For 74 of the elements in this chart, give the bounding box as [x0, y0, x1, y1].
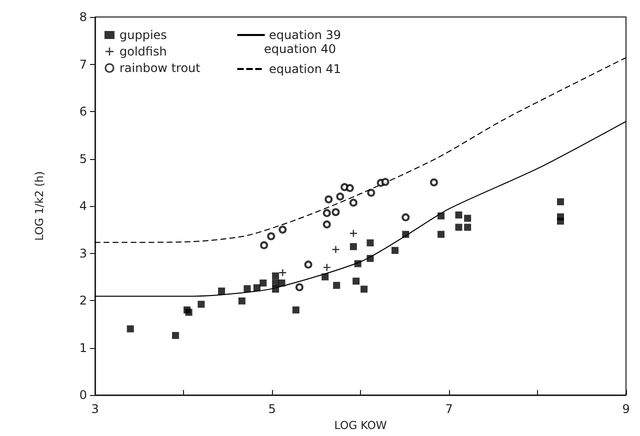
point: [198, 300, 205, 308]
point: [392, 246, 399, 254]
point: [272, 286, 280, 293]
point: [260, 241, 268, 250]
y-tick-label: 5: [79, 152, 87, 166]
x-tick-label: 9: [622, 402, 630, 416]
point: [464, 224, 472, 231]
point: [438, 212, 445, 220]
point: [295, 283, 304, 292]
point: [304, 260, 312, 269]
point: [349, 229, 358, 238]
point: [336, 192, 344, 201]
point: [352, 278, 360, 285]
legend-label: guppies: [120, 28, 167, 42]
point: [354, 260, 362, 268]
point: [464, 214, 472, 222]
point: [267, 232, 276, 240]
point: [244, 285, 251, 292]
point: [402, 213, 410, 222]
point: [253, 284, 260, 292]
point: [557, 198, 564, 206]
legend-label: equation 41: [269, 62, 342, 76]
point: [349, 198, 358, 207]
point: [260, 280, 267, 287]
line-series: [94, 120, 626, 297]
point: [332, 208, 340, 216]
y-tick-label: 6: [79, 104, 87, 118]
point: [346, 184, 354, 192]
y-tick-label: 3: [79, 246, 87, 260]
point: [185, 308, 192, 316]
point: [322, 273, 329, 280]
point: [366, 254, 374, 262]
point: [557, 218, 564, 225]
point: [172, 332, 180, 339]
annotation: equation 40: [264, 42, 336, 56]
point: [322, 263, 331, 272]
x-tick-label: 3: [91, 402, 99, 416]
point: [350, 243, 357, 250]
y-tick-label: 2: [79, 294, 87, 308]
point: [322, 209, 331, 218]
y-tick-label: 8: [79, 10, 87, 24]
legend-label: equation 39: [269, 28, 342, 42]
legend-label: rainbow trout: [120, 61, 201, 75]
legend-label: goldfish: [120, 44, 167, 58]
point: [360, 286, 368, 293]
point: [292, 306, 300, 314]
y-tick-label: 7: [79, 57, 87, 72]
x-tick-label: 7: [445, 402, 453, 416]
y-tick-label: 1: [79, 340, 87, 355]
point: [381, 178, 390, 186]
x-axis-title: LOG KOW: [334, 418, 387, 432]
point: [322, 220, 331, 228]
point: [455, 211, 462, 218]
point: [126, 325, 134, 332]
x-tick-label: 5: [268, 402, 276, 416]
point: [278, 226, 287, 234]
point: [333, 282, 340, 289]
point: [218, 288, 226, 295]
line-series: [94, 57, 626, 243]
y-axis-title: LOG 1/k2 (h): [33, 171, 46, 241]
point: [367, 188, 376, 197]
point: [430, 178, 438, 186]
point: [366, 239, 374, 246]
point: [324, 195, 333, 204]
point: [278, 268, 287, 277]
y-tick-label: 4: [79, 199, 87, 213]
point: [332, 245, 340, 254]
point: [438, 230, 445, 238]
point: [402, 230, 410, 238]
point: [455, 224, 462, 231]
point: [278, 280, 286, 287]
point: [272, 272, 280, 280]
point: [238, 297, 246, 304]
y-tick-label: 0: [79, 388, 87, 402]
